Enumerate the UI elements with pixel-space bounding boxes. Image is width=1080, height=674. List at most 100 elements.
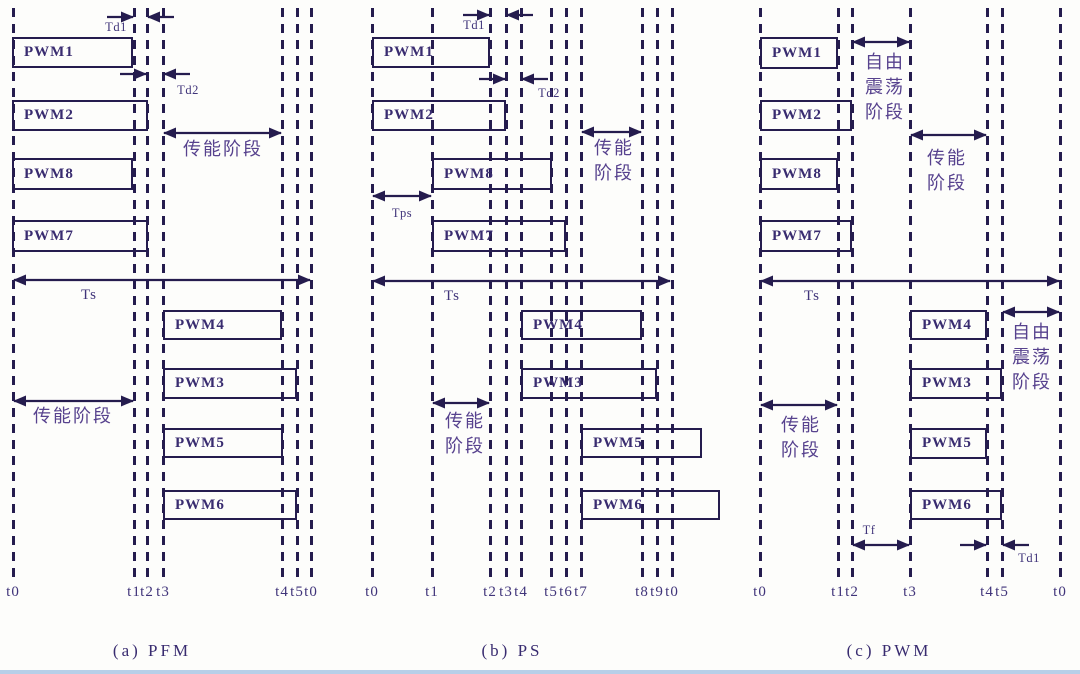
panel-ps-pwm8-pulse: PWM8 — [432, 158, 552, 190]
caption-ps: (b) PS — [481, 641, 543, 660]
panel-pfm-pwm3-pulse: PWM3 — [163, 368, 297, 399]
panel-ps-timeline-t1-1 — [431, 8, 434, 578]
pwm7-label: PWM7 — [772, 227, 822, 244]
panel-pfm-tick-label: t0 — [6, 584, 20, 600]
panel-pfm-tick-label: t3 — [156, 584, 170, 600]
panel-ps-timeline-t7-7 — [580, 8, 583, 578]
panel-pfm-td1-label: Td1 — [105, 20, 127, 34]
pwm7-label: PWM7 — [444, 227, 494, 244]
panel-pfm-transfer-phase-label-bottom: 传能阶段 — [33, 406, 113, 426]
panel-ps-timeline-t4-4 — [520, 8, 523, 578]
panel-pwm-timeline-t4-4 — [986, 8, 989, 578]
pwm1-label: PWM1 — [384, 44, 434, 60]
panel-pwm-tf-label: Tf — [862, 523, 876, 537]
panel-pfm-pwm4-pulse: PWM4 — [163, 310, 282, 340]
caption-pwm: (c) PWM — [846, 641, 932, 660]
pwm3-label: PWM3 — [175, 375, 225, 391]
panel-pfm-timeline-t2-2 — [146, 8, 149, 578]
panel-pwm-tick-label: t1 — [831, 584, 845, 600]
panel-ps-pwm3-pulse: PWM3 — [521, 368, 657, 399]
panel-pfm-pwm6-pulse: PWM6 — [163, 490, 297, 520]
panel-ps-tick-label: t0 — [365, 584, 379, 600]
panel-ps-td1-label: Td1 — [463, 18, 485, 32]
panel-pfm-pwm5-pulse: PWM5 — [163, 428, 283, 458]
panel-ps-tick-label: t3 — [499, 584, 513, 600]
panel-pwm-pwm7-pulse: PWM7 — [760, 220, 852, 252]
panel-pwm-timeline-t0-6 — [1059, 8, 1062, 578]
panel-pwm-tick-label: t0 — [1053, 584, 1067, 600]
panel-ps-tick-label: t7 — [574, 584, 588, 600]
panel-ps-transfer-phase-label-bottom: 传能 阶段 — [445, 411, 485, 457]
panel-pwm-timeline-t5-5 — [1001, 8, 1004, 578]
panel-pfm-pwm8-pulse: PWM8 — [12, 158, 133, 190]
panel-pwm-free-oscillation-label-top: 自由 震荡 阶段 — [865, 52, 905, 123]
panel-ps-timeline-t8-8 — [641, 8, 644, 578]
caption-pfm: (a) PFM — [112, 641, 192, 660]
panel-pwm-tick-label: t3 — [903, 584, 917, 600]
panel-ps-timeline-t6-6 — [565, 8, 568, 578]
panel-pwm-timeline-t3-3 — [909, 8, 912, 578]
panel-pfm-timeline-t3-3 — [162, 8, 165, 578]
panel-pwm-free-oscillation-label-bottom: 自由 震荡 阶段 — [1012, 322, 1052, 393]
pwm5-label: PWM5 — [922, 435, 972, 451]
pwm6-label: PWM6 — [593, 496, 643, 513]
panel-ps-timeline-t5-5 — [550, 8, 553, 578]
panel-pfm-timeline-t1-1 — [133, 8, 136, 578]
pwm4-label: PWM4 — [175, 316, 225, 333]
panel-ps-pwm4-pulse: PWM4 — [521, 310, 642, 340]
pwm6-label: PWM6 — [175, 496, 225, 513]
panel-pwm-pwm4-pulse: PWM4 — [910, 310, 987, 340]
panel-pfm-timeline-t0-6 — [310, 8, 313, 578]
pwm8-label: PWM8 — [772, 165, 822, 182]
pwm5-label: PWM5 — [175, 434, 225, 451]
panel-pfm-tick-label: t5 — [290, 584, 304, 600]
panel-ps-tick-label: t6 — [559, 584, 573, 600]
pwm3-label: PWM3 — [533, 375, 583, 391]
panel-ps-transfer-phase-label-top: 传能 阶段 — [594, 138, 634, 184]
panel-ps-tick-label: t4 — [514, 584, 528, 600]
pwm3-label: PWM3 — [922, 375, 972, 391]
scan-edge-stripe — [0, 670, 1080, 674]
panel-pwm-td1-label: Td1 — [1018, 551, 1040, 565]
panel-pfm-timeline-t4-4 — [281, 8, 284, 578]
panel-ps-tick-label: t1 — [425, 584, 439, 600]
pwm2-label: PWM2 — [24, 107, 74, 123]
pwm8-label: PWM8 — [24, 165, 74, 182]
panel-pwm-pwm2-pulse: PWM2 — [760, 100, 852, 131]
panel-ps-timeline-t0-0 — [371, 8, 374, 578]
panel-pfm-timeline-t5-5 — [296, 8, 299, 578]
panel-ps-pwm5-pulse: PWM5 — [581, 428, 702, 458]
panel-ps-timeline-t2-2 — [489, 8, 492, 578]
panel-pwm-tick-label: t5 — [995, 584, 1009, 600]
panel-pfm-timeline-t0-0 — [12, 8, 15, 578]
panel-pwm-timeline-t2-2 — [851, 8, 854, 578]
pwm8-label: PWM8 — [444, 165, 494, 182]
pwm4-label: PWM4 — [922, 316, 972, 333]
panel-ps-pwm2-pulse: PWM2 — [372, 100, 506, 131]
panel-ps-pwm6-pulse: PWM6 — [581, 490, 720, 520]
panel-pwm-pwm1-pulse: PWM1 — [760, 37, 838, 69]
pwm1-label: PWM1 — [24, 44, 74, 60]
panel-pfm-td2-label: Td2 — [177, 83, 199, 97]
panel-ps-tick-label: t8 — [635, 584, 649, 600]
panel-pfm-tick-label: t4 — [275, 584, 289, 600]
panel-ps-tick-label: t2 — [483, 584, 497, 600]
panel-pwm-pwm3-pulse: PWM3 — [910, 368, 1002, 399]
panel-pfm-tick-label: t0 — [304, 584, 318, 600]
panel-pwm-tick-label: t4 — [980, 584, 994, 600]
pwm2-label: PWM2 — [772, 107, 822, 123]
pwm4-label: PWM4 — [533, 316, 583, 333]
panel-ps-td2-label: Td2 — [538, 86, 560, 100]
panel-pfm-transfer-phase-label-top: 传能阶段 — [183, 139, 263, 159]
panel-ps-ts-label: Ts — [444, 288, 460, 304]
panel-ps-timeline-t9-9 — [656, 8, 659, 578]
panel-ps-tick-label: t5 — [544, 584, 558, 600]
panel-ps-tps-label: Tps — [391, 206, 413, 220]
panel-pwm-timeline-t0-0 — [759, 8, 762, 578]
panel-pfm-pwm7-pulse: PWM7 — [12, 220, 148, 252]
panel-pwm-transfer-phase-label-bottom: 传能 阶段 — [781, 415, 821, 461]
panel-pfm-pwm2-pulse: PWM2 — [12, 100, 148, 131]
pwm1-label: PWM1 — [772, 44, 822, 61]
panel-ps-timeline-t3-3 — [505, 8, 508, 578]
